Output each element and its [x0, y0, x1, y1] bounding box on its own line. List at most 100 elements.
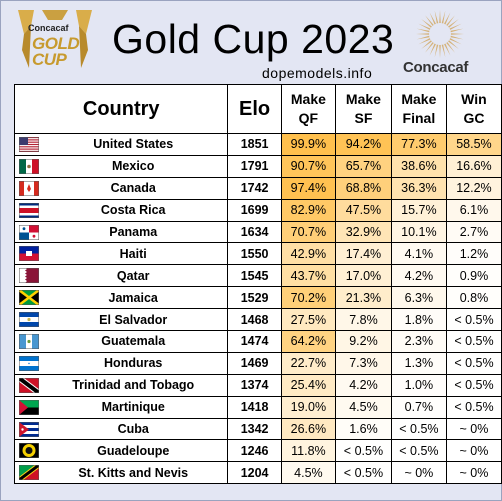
country-cell: Jamaica	[13, 286, 229, 310]
country-name: Haiti	[119, 246, 147, 261]
prob-cell-final: 4.1%	[390, 242, 447, 266]
table-row: St. Kitts and Nevis 1204 4.5% < 0.5% ~ 0% ~ 0…	[13, 461, 502, 485]
prob-cell-win: < 0.5%	[445, 330, 502, 353]
elo-cell: 1474	[227, 330, 282, 353]
prob-cell-sf: 1.6%	[335, 417, 392, 441]
prob-cell-final: 15.7%	[390, 198, 447, 222]
prob-cell-win: < 0.5%	[445, 395, 502, 419]
header-label: Make	[345, 91, 381, 107]
elo-cell: 1529	[227, 286, 282, 310]
prob-cell-qf: 43.7%	[280, 264, 337, 288]
country-cell: El Salvador	[13, 308, 229, 332]
header-label: GC	[463, 110, 485, 126]
prob-cell-qf: 26.6%	[280, 417, 337, 441]
prob-cell-win: < 0.5%	[445, 373, 502, 397]
trinidad-flag-icon	[17, 375, 41, 396]
prob-cell-win: 0.9%	[445, 264, 502, 288]
country-name: El Salvador	[99, 312, 168, 327]
guadeloupe-flag-icon	[19, 443, 39, 459]
elo-cell: 1204	[227, 461, 282, 485]
gold-cup-word-gold: GOLD	[32, 34, 80, 53]
country-name: Qatar	[116, 268, 150, 283]
country-cell: Mexico	[13, 154, 229, 178]
table-row: Costa Rica 1699 82.9% 47.5% 15.7% 6.1%	[13, 198, 502, 222]
prob-cell-final: < 0.5%	[390, 417, 447, 441]
table-row: Honduras 1469 22.7% 7.3% 1.3% < 0.5%	[13, 351, 502, 375]
prob-cell-sf: 17.0%	[335, 264, 392, 288]
prob-cell-sf: < 0.5%	[335, 461, 392, 485]
prob-cell-qf: 70.2%	[280, 286, 337, 310]
table-row: Cuba 1342 26.6% 1.6% < 0.5% ~ 0%	[13, 417, 502, 441]
canada-flag-icon	[19, 180, 39, 196]
prob-cell-win: 58.5%	[445, 133, 502, 156]
elo-cell: 1851	[227, 133, 282, 156]
prob-cell-final: 1.0%	[390, 373, 447, 397]
guatemala-flag-icon	[19, 334, 39, 350]
elo-cell: 1469	[227, 351, 282, 375]
header-label: Make	[401, 91, 437, 107]
mexico-flag-icon	[19, 158, 39, 174]
prob-cell-qf: 4.5%	[280, 461, 337, 485]
prob-cell-sf: 68.8%	[335, 176, 392, 200]
prob-cell-qf: 22.7%	[280, 351, 337, 375]
page-title: Gold Cup 2023	[112, 16, 395, 62]
elo-cell: 1418	[227, 395, 282, 419]
header-label: SF	[354, 110, 373, 126]
panama-flag-icon	[19, 224, 39, 240]
prob-cell-win: 12.2%	[445, 176, 502, 200]
prob-cell-final: 77.3%	[390, 133, 447, 156]
country-name: Cuba	[117, 422, 149, 437]
table-row: Martinique 1418 19.0% 4.5% 0.7% < 0.5%	[13, 395, 502, 419]
table-row: Jamaica 1529 70.2% 21.3% 6.3% 0.8%	[13, 286, 502, 310]
country-name: Mexico	[112, 159, 155, 174]
table-row: United States 1851 99.9% 94.2% 77.3% 58.5%	[13, 133, 502, 156]
prob-cell-win: < 0.5%	[445, 351, 502, 375]
concacaf-logo: Concacaf	[400, 6, 486, 80]
st-kitts-flag-icon	[17, 463, 41, 483]
gold-cup-brand-text: Concacaf	[28, 23, 69, 33]
prob-cell-sf: 4.2%	[335, 373, 392, 397]
header-label: Win	[461, 91, 487, 107]
elo-cell: 1550	[227, 242, 282, 266]
country-name: Canada	[110, 181, 156, 196]
win-gc-header: Win GC	[445, 84, 502, 134]
martinique-flag-icon	[19, 399, 39, 415]
prob-cell-sf: 7.3%	[335, 351, 392, 375]
country-name: Jamaica	[108, 290, 158, 305]
prob-cell-sf: 9.2%	[335, 330, 392, 353]
prob-cell-win: < 0.5%	[445, 308, 502, 332]
prob-cell-qf: 64.2%	[280, 330, 337, 353]
prob-cell-win: 16.6%	[445, 154, 502, 178]
qatar-flag-icon	[19, 268, 39, 284]
table-row: Haiti 1550 42.9% 17.4% 4.1% 1.2%	[13, 242, 502, 266]
prob-cell-qf: 97.4%	[280, 176, 337, 200]
table-header-row: Country Elo Make QF Make SF Make Final Win GC	[13, 84, 502, 134]
country-header: Country	[13, 84, 229, 134]
header-label: Country	[82, 97, 160, 120]
country-cell: Trinidad and Tobago	[13, 373, 229, 397]
country-cell: Martinique	[13, 395, 229, 419]
concacaf-sunburst-icon	[416, 10, 464, 58]
country-cell: Honduras	[13, 351, 229, 375]
elo-header: Elo	[227, 84, 282, 134]
elo-cell: 1742	[227, 176, 282, 200]
prob-cell-final: 36.3%	[390, 176, 447, 200]
country-cell: Cuba	[13, 417, 229, 441]
prob-cell-final: 6.3%	[390, 286, 447, 310]
usa-flag-icon	[19, 137, 39, 152]
make-final-header: Make Final	[390, 84, 447, 134]
table-row: Panama 1634 70.7% 32.9% 10.1% 2.7%	[13, 220, 502, 244]
prob-cell-qf: 70.7%	[280, 220, 337, 244]
country-cell: Guatemala	[13, 330, 229, 353]
concacaf-wordmark: Concacaf	[403, 59, 469, 76]
prob-cell-final: 4.2%	[390, 264, 447, 288]
gold-cup-logo: Concacaf GOLD CUP	[12, 6, 98, 76]
country-name: United States	[93, 137, 174, 152]
prob-cell-qf: 42.9%	[280, 242, 337, 266]
prob-cell-sf: 17.4%	[335, 242, 392, 266]
table-row: Trinidad and Tobago 1374 25.4% 4.2% 1.0% < 0.…	[13, 373, 502, 397]
table-row: Guadeloupe 1246 11.8% < 0.5% < 0.5% ~ 0%	[13, 439, 502, 463]
prob-cell-win: ~ 0%	[445, 439, 502, 463]
country-cell: Costa Rica	[13, 198, 229, 222]
prob-cell-sf: 47.5%	[335, 198, 392, 222]
